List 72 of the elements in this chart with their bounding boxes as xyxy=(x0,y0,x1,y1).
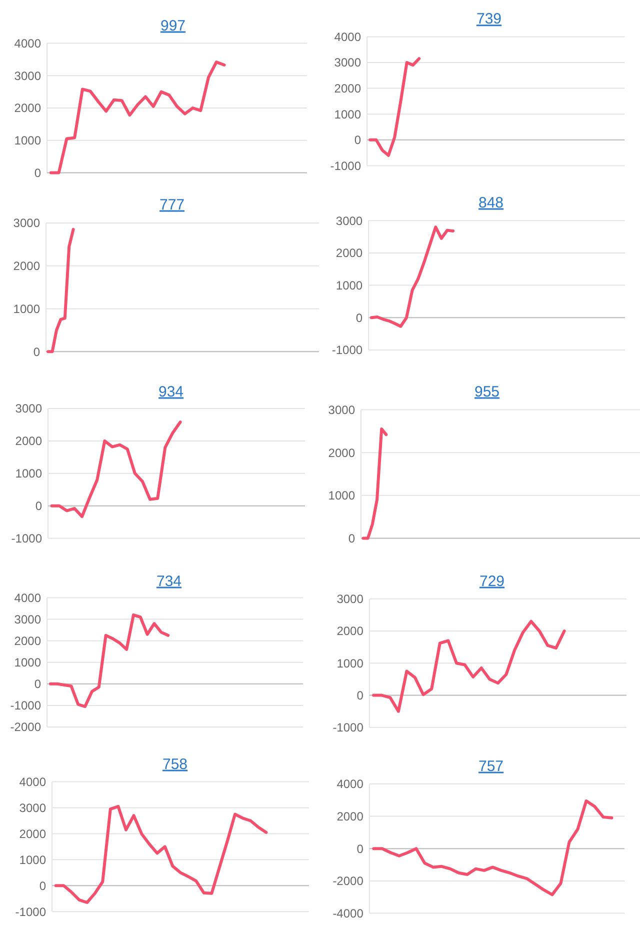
line-series xyxy=(54,804,268,904)
chart-title: 848 xyxy=(478,194,504,212)
y-tick-label: 1000 xyxy=(328,488,356,503)
y-tick-label: 2000 xyxy=(334,82,362,96)
y-tick-label: -1000 xyxy=(330,158,362,173)
y-tick-label: 2000 xyxy=(336,246,363,260)
line-series xyxy=(48,613,170,708)
y-tick-label: 4000 xyxy=(14,36,42,50)
y-tick-label: -1000 xyxy=(11,532,42,546)
y-tick-label: 1000 xyxy=(19,852,46,867)
chart-title: 739 xyxy=(476,10,502,28)
y-tick-label: 0 xyxy=(39,878,46,893)
y-tick-label: 3000 xyxy=(336,592,364,606)
y-tick-label: 3000 xyxy=(14,612,42,626)
y-tick-label: 0 xyxy=(356,842,364,856)
line-series xyxy=(49,60,226,174)
y-tick-label: 3000 xyxy=(13,216,40,230)
y-tick-label: 2000 xyxy=(13,259,40,274)
y-tick-label: 2000 xyxy=(19,826,46,841)
y-tick-label: 1000 xyxy=(336,278,363,292)
line-series xyxy=(362,427,388,540)
y-tick-label: 3000 xyxy=(14,68,42,83)
y-tick-label: 3000 xyxy=(328,402,356,417)
y-tick-label: -1000 xyxy=(15,904,46,919)
y-tick-label: 4000 xyxy=(334,30,362,44)
y-tick-label: 0 xyxy=(34,677,42,692)
line-series xyxy=(50,420,182,518)
y-tick-label: 0 xyxy=(356,688,364,702)
y-tick-label: 0 xyxy=(35,499,42,514)
chart-title: 997 xyxy=(160,17,186,34)
y-tick-label: 1000 xyxy=(14,134,42,148)
y-tick-label: 3000 xyxy=(19,800,46,815)
chart-title: 734 xyxy=(156,572,182,590)
y-tick-label: 0 xyxy=(356,310,363,325)
y-tick-label: 2000 xyxy=(328,446,356,460)
line-series xyxy=(372,799,614,896)
y-tick-label: -2000 xyxy=(332,874,364,888)
y-tick-label: 1000 xyxy=(13,302,40,316)
y-tick-label: 2000 xyxy=(15,434,42,448)
y-tick-label: 2000 xyxy=(336,624,364,638)
y-tick-label: 2000 xyxy=(14,634,42,648)
y-tick-label: -2000 xyxy=(10,720,42,734)
y-tick-label: 3000 xyxy=(334,56,362,70)
y-tick-label: 2000 xyxy=(14,101,42,116)
y-tick-label: 2000 xyxy=(336,809,364,824)
y-tick-label: 1000 xyxy=(336,656,364,670)
chart-title: 757 xyxy=(478,758,504,775)
y-tick-label: 4000 xyxy=(14,590,42,605)
chart-title: 955 xyxy=(474,383,500,400)
y-tick-label: 3000 xyxy=(15,402,42,416)
y-tick-label: 4000 xyxy=(19,775,46,789)
line-series xyxy=(372,620,566,713)
y-tick-label: 1000 xyxy=(334,107,362,122)
chart-title: 777 xyxy=(159,196,185,214)
line-series xyxy=(46,228,75,354)
y-tick-label: -1000 xyxy=(332,720,364,735)
y-tick-label: 0 xyxy=(33,344,40,359)
chart-title: 758 xyxy=(162,756,188,773)
y-tick-label: 0 xyxy=(34,166,42,180)
y-tick-label: 0 xyxy=(354,133,362,148)
y-tick-label: -1000 xyxy=(332,343,363,358)
line-series xyxy=(368,57,421,157)
y-tick-label: 3000 xyxy=(336,214,363,228)
y-tick-label: -4000 xyxy=(332,906,364,920)
y-tick-label: 4000 xyxy=(336,777,364,792)
y-tick-label: -1000 xyxy=(10,698,42,713)
y-tick-label: 0 xyxy=(348,532,356,546)
chart-title: 934 xyxy=(158,383,184,400)
y-tick-label: 1000 xyxy=(15,466,42,481)
line-series xyxy=(370,226,455,328)
chart-title: 729 xyxy=(479,572,505,590)
y-tick-label: 1000 xyxy=(14,656,42,670)
